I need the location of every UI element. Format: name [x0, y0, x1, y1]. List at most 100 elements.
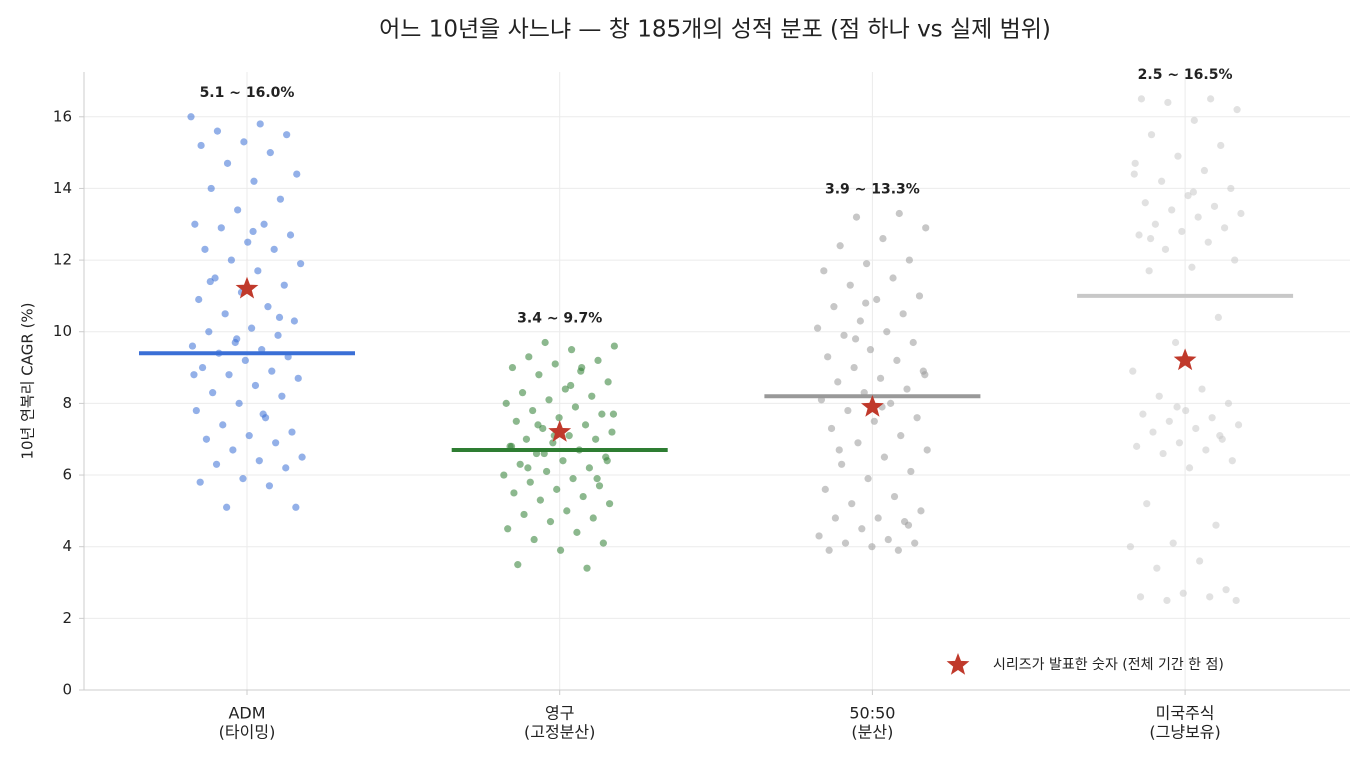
data-point: [834, 378, 842, 386]
data-point: [874, 514, 882, 522]
data-point: [254, 267, 262, 275]
data-point: [524, 464, 532, 472]
data-point: [913, 414, 921, 422]
data-point: [202, 435, 211, 443]
data-point: [217, 224, 225, 232]
data-point: [567, 346, 576, 354]
data-point: [500, 471, 508, 479]
data-point: [1135, 231, 1143, 239]
x-tick-label: (분산): [851, 723, 893, 742]
data-point: [598, 410, 606, 418]
data-point: [856, 317, 864, 325]
data-point: [1194, 213, 1202, 221]
data-point: [915, 292, 924, 300]
data-point: [563, 507, 571, 515]
data-point: [551, 360, 559, 368]
data-point: [879, 234, 887, 243]
data-point: [240, 138, 248, 146]
data-point: [541, 338, 549, 347]
data-point: [1175, 439, 1184, 447]
y-tick-label: 8: [62, 394, 72, 412]
data-point: [841, 539, 850, 547]
data-point: [221, 310, 229, 318]
data-point: [259, 410, 267, 418]
data-point: [247, 324, 256, 332]
data-point: [201, 245, 209, 253]
data-point: [1143, 500, 1151, 508]
data-point: [1204, 238, 1212, 246]
data-point: [825, 546, 833, 554]
data-point: [585, 464, 593, 472]
data-point: [556, 546, 565, 554]
data-point: [536, 496, 544, 504]
data-point: [1149, 428, 1157, 436]
data-point: [840, 331, 848, 339]
data-point: [1188, 263, 1196, 271]
data-point: [1147, 131, 1156, 139]
data-point: [223, 159, 232, 167]
data-point: [1228, 457, 1236, 465]
data-point: [190, 371, 198, 379]
data-point: [1207, 95, 1215, 103]
data-point: [609, 410, 618, 418]
y-tick-label: 6: [62, 466, 72, 484]
data-point: [887, 399, 895, 407]
legend-marker: [946, 653, 970, 675]
y-tick-label: 16: [53, 107, 72, 125]
data-point: [1130, 170, 1138, 178]
data-point: [1196, 557, 1204, 565]
data-point: [1216, 432, 1224, 440]
data-point: [1222, 586, 1230, 594]
data-point: [890, 492, 899, 501]
data-point: [1147, 234, 1155, 243]
data-point: [1165, 417, 1173, 425]
data-point: [209, 389, 217, 397]
data-point: [1178, 227, 1186, 236]
y-axis-label: 10년 연복리 CAGR (%): [19, 302, 37, 459]
data-point: [1210, 202, 1219, 210]
data-point: [864, 475, 872, 483]
data-point: [1139, 410, 1147, 418]
data-point: [559, 457, 567, 465]
range-label: 3.9 ~ 13.3%: [825, 182, 920, 198]
data-point: [191, 220, 199, 228]
data-point: [862, 299, 870, 307]
data-point: [1129, 367, 1137, 375]
y-tick-label: 10: [53, 322, 72, 340]
data-point: [603, 457, 611, 465]
data-point: [1224, 399, 1233, 407]
data-point: [850, 363, 858, 372]
data-point: [1169, 539, 1177, 547]
data-point: [504, 525, 512, 533]
range-label: 2.5 ~ 16.5%: [1138, 67, 1233, 83]
data-point: [567, 381, 575, 390]
data-point: [870, 417, 878, 425]
data-point: [905, 256, 913, 264]
data-point: [917, 507, 925, 515]
data-point: [522, 435, 531, 443]
data-point: [545, 396, 553, 404]
data-point: [265, 482, 274, 490]
data-point: [866, 346, 875, 354]
data-point: [518, 389, 527, 397]
data-point: [608, 428, 616, 436]
data-point: [1133, 442, 1141, 450]
data-point: [1198, 385, 1206, 393]
data-point: [292, 503, 300, 511]
data-point: [223, 503, 231, 511]
data-point: [251, 381, 260, 390]
data-point: [1171, 338, 1180, 347]
data-point: [255, 457, 263, 465]
data-point: [512, 417, 520, 425]
data-point: [820, 267, 828, 275]
data-point: [894, 546, 902, 554]
data-point: [543, 467, 551, 476]
data-point: [592, 435, 600, 443]
data-point: [876, 374, 885, 382]
data-point: [827, 424, 836, 433]
data-point: [250, 177, 258, 185]
data-point: [569, 475, 577, 483]
data-point: [526, 478, 534, 486]
data-point: [1153, 564, 1161, 572]
data-point: [192, 406, 200, 415]
